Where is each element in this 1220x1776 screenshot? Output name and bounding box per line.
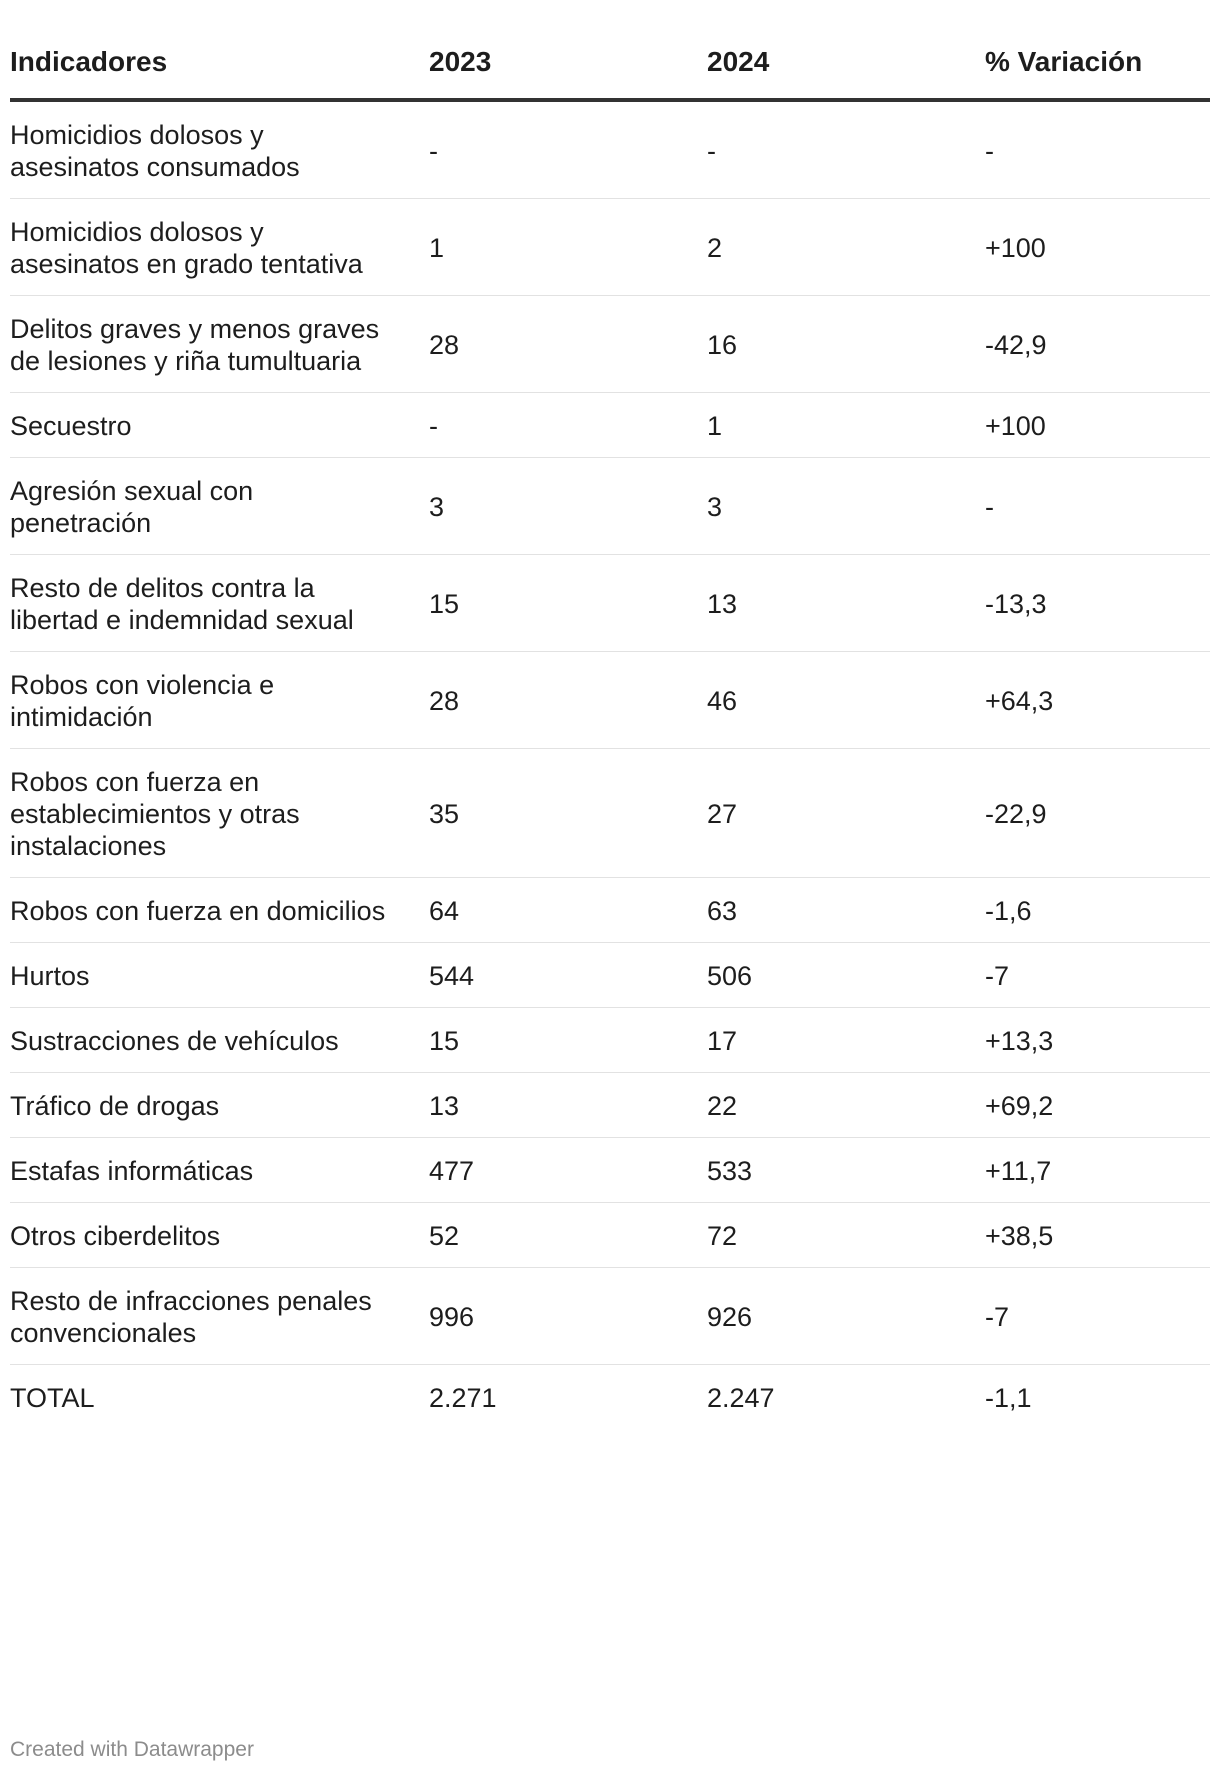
variation-cell: - <box>985 457 1210 555</box>
table-row: Otros ciberdelitos 52 72 +38,5 <box>10 1202 1210 1268</box>
variation-cell: -7 <box>985 1267 1210 1365</box>
value-2024-cell: 16 <box>707 295 985 393</box>
value-2024-cell: 13 <box>707 554 985 652</box>
table-row: Robos con fuerza en domicilios 64 63 -1,6 <box>10 877 1210 943</box>
table-row: Estafas informáticas 477 533 +11,7 <box>10 1137 1210 1203</box>
value-2023-cell: 35 <box>429 748 707 878</box>
indicator-cell: Delitos graves y menos graves de lesione… <box>10 295 429 393</box>
variation-cell: -7 <box>985 942 1210 1008</box>
datawrapper-credit[interactable]: Created with Datawrapper <box>10 1738 254 1761</box>
variation-cell: +64,3 <box>985 651 1210 749</box>
value-2023-cell: 52 <box>429 1202 707 1268</box>
table-row: Resto de infracciones penales convencion… <box>10 1267 1210 1365</box>
indicator-cell: Resto de delitos contra la libertad e in… <box>10 554 429 652</box>
indicator-cell: Hurtos <box>10 942 429 1008</box>
value-2024-cell: 2.247 <box>707 1383 775 1413</box>
indicator-cell: Sustracciones de vehículos <box>10 1007 429 1073</box>
value-2023-cell: - <box>429 392 707 458</box>
variation-cell: -42,9 <box>985 295 1210 393</box>
value-2024-cell: 2 <box>707 198 985 296</box>
variation-cell: +13,3 <box>985 1007 1210 1073</box>
indicator-cell: Robos con fuerza en domicilios <box>10 877 429 943</box>
table-header: Indicadores 2023 2024 % Variación <box>10 22 1210 102</box>
header-variacion[interactable]: % Variación <box>985 22 1210 102</box>
table-row: Homicidios dolosos y asesinatos en grado… <box>10 198 1210 296</box>
indicator-cell: Estafas informáticas <box>10 1137 429 1203</box>
value-2023-cell: - <box>429 100 707 199</box>
variation-cell: +100 <box>985 392 1210 458</box>
value-2023-cell: 544 <box>429 942 707 1008</box>
table-row: Secuestro -1 +100 <box>10 392 1210 458</box>
table-row: Robos con violencia e intimidación 28 46 +6… <box>10 651 1210 749</box>
variation-cell: - <box>985 100 1210 199</box>
table-row: TOTAL 2.271 2.247 -1,1 <box>10 1365 1210 1430</box>
table-row: Resto de delitos contra la libertad e in… <box>10 554 1210 652</box>
value-2024-cell: 533 <box>707 1137 985 1203</box>
indicator-cell: Homicidios dolosos y asesinatos en grado… <box>10 198 429 296</box>
variation-cell: -1,1 <box>985 1383 1032 1413</box>
value-2023-cell: 28 <box>429 295 707 393</box>
value-2024-cell: 46 <box>707 651 985 749</box>
value-2024-cell: - <box>707 100 985 199</box>
indicator-cell: Robos con violencia e intimidación <box>10 651 429 749</box>
indicator-cell: Agresión sexual con penetración <box>10 457 429 555</box>
table-row: Tráfico de drogas 13 22 +69,2 <box>10 1072 1210 1138</box>
indicator-cell: Otros ciberdelitos <box>10 1202 429 1268</box>
value-2024-cell: 22 <box>707 1072 985 1138</box>
value-2023-cell: 2.271 <box>429 1383 497 1413</box>
table-row: Delitos graves y menos graves de lesione… <box>10 295 1210 393</box>
value-2024-cell: 27 <box>707 748 985 878</box>
indicator-cell: Resto de infracciones penales convencion… <box>10 1267 429 1365</box>
value-2024-cell: 72 <box>707 1202 985 1268</box>
indicator-cell: TOTAL <box>10 1383 95 1413</box>
indicator-cell: Tráfico de drogas <box>10 1072 429 1138</box>
table-row: Robos con fuerza en establecimientos y o… <box>10 748 1210 878</box>
table-body: Homicidios dolosos y asesinatos consumad… <box>10 100 1210 1429</box>
value-2023-cell: 28 <box>429 651 707 749</box>
table-row: Agresión sexual con penetración 3 3- <box>10 457 1210 555</box>
value-2024-cell: 63 <box>707 877 985 943</box>
table-container: Indicadores 2023 2024 % Variación Homici… <box>10 22 1210 1429</box>
variation-cell: +38,5 <box>985 1202 1210 1268</box>
value-2023-cell: 15 <box>429 554 707 652</box>
variation-cell: +69,2 <box>985 1072 1210 1138</box>
table-row: Hurtos 544 506 -7 <box>10 942 1210 1008</box>
table-row: Homicidios dolosos y asesinatos consumad… <box>10 100 1210 199</box>
header-row: Indicadores 2023 2024 % Variación <box>10 22 1210 102</box>
data-table: Indicadores 2023 2024 % Variación Homici… <box>10 22 1210 1429</box>
header-2024[interactable]: 2024 <box>707 22 985 102</box>
value-2023-cell: 477 <box>429 1137 707 1203</box>
value-2023-cell: 3 <box>429 457 707 555</box>
value-2023-cell: 996 <box>429 1267 707 1365</box>
value-2023-cell: 1 <box>429 198 707 296</box>
value-2024-cell: 926 <box>707 1267 985 1365</box>
indicator-cell: Homicidios dolosos y asesinatos consumad… <box>10 100 429 199</box>
value-2024-cell: 3 <box>707 457 985 555</box>
indicator-cell: Secuestro <box>10 392 429 458</box>
indicator-cell: Robos con fuerza en establecimientos y o… <box>10 748 429 878</box>
header-2023[interactable]: 2023 <box>429 22 707 102</box>
variation-cell: -1,6 <box>985 877 1210 943</box>
value-2024-cell: 17 <box>707 1007 985 1073</box>
value-2023-cell: 64 <box>429 877 707 943</box>
variation-cell: -13,3 <box>985 554 1210 652</box>
value-2024-cell: 1 <box>707 392 985 458</box>
value-2023-cell: 13 <box>429 1072 707 1138</box>
value-2024-cell: 506 <box>707 942 985 1008</box>
variation-cell: +100 <box>985 198 1210 296</box>
value-2023-cell: 15 <box>429 1007 707 1073</box>
header-indicadores[interactable]: Indicadores <box>10 22 429 102</box>
variation-cell: -22,9 <box>985 748 1210 878</box>
table-row: Sustracciones de vehículos 15 17 +13,3 <box>10 1007 1210 1073</box>
variation-cell: +11,7 <box>985 1137 1210 1203</box>
